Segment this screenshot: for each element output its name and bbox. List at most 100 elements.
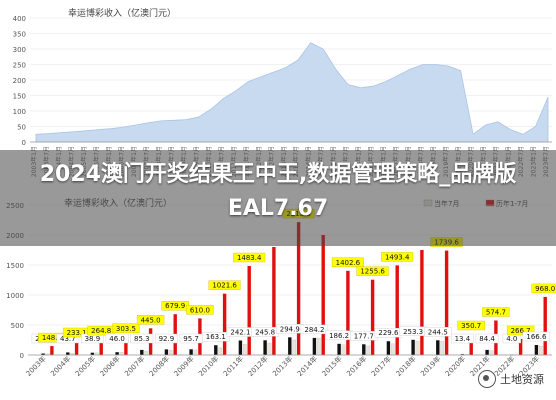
data-label-box [186, 305, 214, 315]
data-label: 95.7 [183, 335, 199, 343]
data-label-box [300, 324, 329, 335]
x-tick-label: 2017年 [369, 354, 393, 378]
data-label: 266.7 [511, 327, 531, 335]
bar-red [99, 339, 103, 355]
data-label: 264.8 [91, 327, 111, 335]
data-label: 1493.4 [385, 253, 410, 261]
bar-gray [144, 350, 149, 356]
data-label-box [424, 327, 452, 337]
bar-black [485, 349, 489, 355]
data-label: 85.3 [134, 335, 150, 343]
x-tick-label: 2003年 [24, 354, 48, 378]
bar-gray [218, 347, 223, 356]
x-tick-label: 2020年 [443, 354, 467, 378]
bar-red [420, 250, 424, 355]
bar-chart: 幸运博彩收入（亿澳门元）当年7月历年1-7月050010001500200025… [6, 197, 556, 378]
bar-gray [415, 341, 420, 356]
bar-gray [119, 352, 124, 356]
bar-gray [440, 341, 445, 356]
bar-black [263, 340, 267, 355]
bar-red [543, 296, 547, 355]
bar-black [214, 345, 218, 355]
bar-red [247, 266, 251, 355]
bar-black [362, 344, 366, 355]
data-label: 92.9 [159, 335, 175, 343]
bar-black [115, 352, 119, 355]
data-label: 13.4 [455, 335, 471, 343]
bar-black [386, 341, 391, 355]
data-label: 233.1 [67, 329, 87, 337]
data-label-box [154, 333, 178, 344]
bar-red [222, 293, 227, 355]
bar-black [66, 352, 70, 355]
bar-gray [292, 339, 297, 356]
data-label: 166.6 [526, 333, 547, 341]
bar-black [436, 340, 440, 355]
data-label-box [233, 252, 266, 263]
data-label: 186.2 [329, 332, 349, 340]
data-label: 1021.6 [212, 282, 237, 290]
y-tick-label: 300 [13, 46, 26, 54]
bar-red [444, 250, 449, 355]
y-tick-label: 250 [13, 62, 26, 70]
data-label: 350.7 [461, 322, 481, 330]
data-label-box [202, 331, 230, 342]
data-label: 245.8 [255, 328, 275, 336]
y-tick-label: 400 [13, 15, 26, 23]
x-tick-label: 2005年 [73, 354, 97, 378]
x-tick-label: 2015年 [320, 354, 344, 378]
data-label-box [208, 280, 241, 290]
data-label: 46.0 [109, 335, 125, 343]
y-tick-label: 350 [13, 31, 26, 39]
data-label: 294.9 [280, 325, 300, 333]
data-label: 84.4 [479, 335, 495, 343]
bar-black [411, 339, 415, 355]
data-label-box [482, 307, 510, 317]
data-label: 284.2 [304, 326, 324, 334]
data-label: 148.3 [42, 334, 62, 342]
data-label-box [475, 333, 499, 344]
data-label-box [136, 315, 165, 325]
data-label-box [105, 333, 129, 344]
data-label: 1483.4 [237, 254, 262, 262]
y-tick-label: 0 [20, 352, 24, 360]
x-tick-label: 2019年 [419, 354, 443, 378]
bar-gray [193, 349, 198, 356]
y-tick-label: 0 [22, 139, 26, 147]
data-label: 244.5 [428, 328, 448, 336]
x-tick-label: 2013年 [271, 354, 295, 378]
data-label-box [331, 257, 364, 267]
bar-gray [538, 345, 543, 356]
x-tick-label: 2016年 [345, 354, 369, 378]
data-label-box [356, 266, 389, 276]
y-tick-label: 100 [13, 108, 26, 116]
page-title: 2024澳门开奖结果王中王,数据管理策略_品牌版EAL7.67 [39, 162, 517, 221]
bar-black [238, 340, 243, 355]
bar-red [346, 270, 350, 355]
bar-black [164, 349, 169, 355]
data-label-box [531, 283, 556, 294]
data-label: 1402.6 [336, 259, 361, 267]
data-label-box [130, 333, 154, 344]
data-label: 43.7 [60, 335, 76, 343]
bar-red [50, 346, 54, 355]
data-label: 253.3 [403, 328, 423, 336]
bar-black [189, 349, 193, 355]
watermark-text: 土地资源 [500, 373, 544, 386]
bar-gray [390, 343, 395, 356]
bar-gray [366, 345, 371, 356]
y-tick-label: 200 [13, 77, 26, 85]
bar-black [288, 337, 292, 355]
bar-red [124, 336, 128, 355]
bar-black [312, 337, 317, 355]
x-tick-label: 2014年 [295, 354, 319, 378]
data-label-box [506, 325, 535, 336]
bar-black [337, 343, 341, 355]
bar-black [90, 352, 95, 355]
bar-red [321, 235, 325, 355]
data-label: 38.9 [85, 335, 101, 343]
chart-title: 幸运博彩收入（亿澳门元） [68, 7, 176, 19]
data-label: 574.7 [486, 309, 506, 317]
x-tick-label: 2007年 [123, 354, 147, 378]
